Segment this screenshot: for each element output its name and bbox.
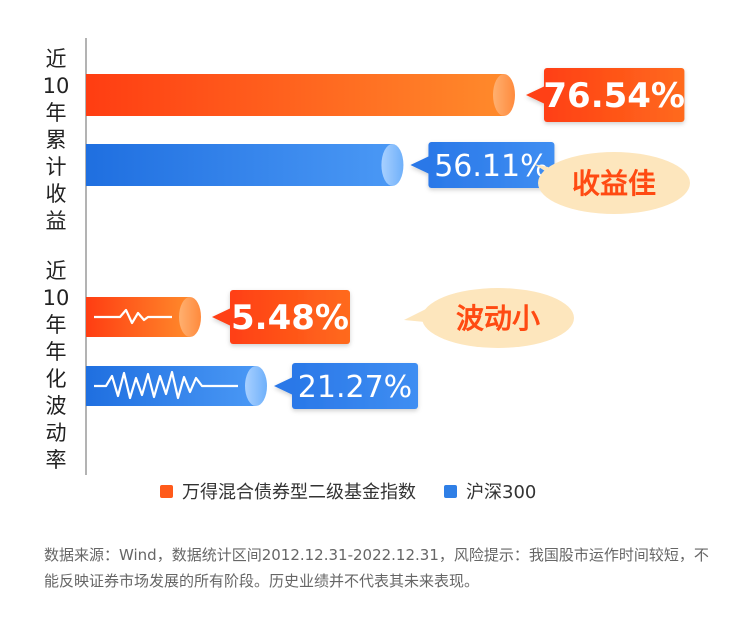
callout-1: 波动小 xyxy=(404,288,574,348)
legend-swatch-orange xyxy=(160,484,173,498)
legend-swatch-blue xyxy=(444,484,457,498)
value-badge-pointer xyxy=(212,308,231,326)
legend: 万得混合债券型二级基金指数 沪深300 xyxy=(160,478,564,504)
group-label-return-text: 近 10 年累计收益 xyxy=(42,47,70,233)
callout-bubble xyxy=(538,152,690,214)
bar-0-1 xyxy=(86,144,393,186)
value-badge-pointer xyxy=(526,86,545,104)
bar-0-0 xyxy=(86,74,504,116)
value-badge-box xyxy=(544,68,685,122)
bar-cap-0-0 xyxy=(493,74,515,116)
value-badge-1-1: 21.27% xyxy=(274,363,418,409)
value-badge-0-1: 56.11% xyxy=(410,142,555,188)
value-badge-box xyxy=(428,142,555,188)
group-label-volatility-text: 近 10 年年化波动率 xyxy=(42,259,70,472)
waveform-0 xyxy=(94,308,172,325)
callout-bubble xyxy=(422,288,574,348)
callout-text-1: 波动小 xyxy=(456,302,540,335)
legend-item-bond-index: 万得混合债券型二级基金指数 xyxy=(160,478,416,504)
footnote: 数据来源：Wind，数据统计区间2012.12.31-2022.12.31，风险… xyxy=(44,546,709,590)
bar-cap-1-0 xyxy=(179,297,201,337)
value-label-1-1: 21.27% xyxy=(298,370,412,405)
bar-cap-0-1 xyxy=(381,144,404,186)
group-label-return: 近 10 年累计收益 xyxy=(38,46,74,235)
waveform-1 xyxy=(94,370,238,400)
value-badge-pointer xyxy=(410,156,430,174)
value-badge-box xyxy=(230,290,350,344)
legend-label-bond-index: 万得混合债券型二级基金指数 xyxy=(182,482,416,503)
callout-0: 收益佳 xyxy=(534,152,690,214)
value-badge-1-0: 5.48% xyxy=(212,290,350,344)
callout-text-0: 收益佳 xyxy=(572,167,656,200)
value-label-1-0: 5.48% xyxy=(231,298,349,338)
value-label-0-1: 56.11% xyxy=(434,149,548,184)
value-label-0-0: 76.54% xyxy=(543,76,685,116)
group-label-volatility: 近 10 年年化波动率 xyxy=(38,258,74,474)
legend-label-csi300: 沪深300 xyxy=(466,482,537,503)
bar-cap-1-1 xyxy=(245,366,267,406)
value-badge-0-0: 76.54% xyxy=(526,68,685,122)
legend-item-csi300: 沪深300 xyxy=(444,478,536,504)
value-badge-box xyxy=(292,363,418,409)
value-badge-pointer xyxy=(274,377,293,395)
